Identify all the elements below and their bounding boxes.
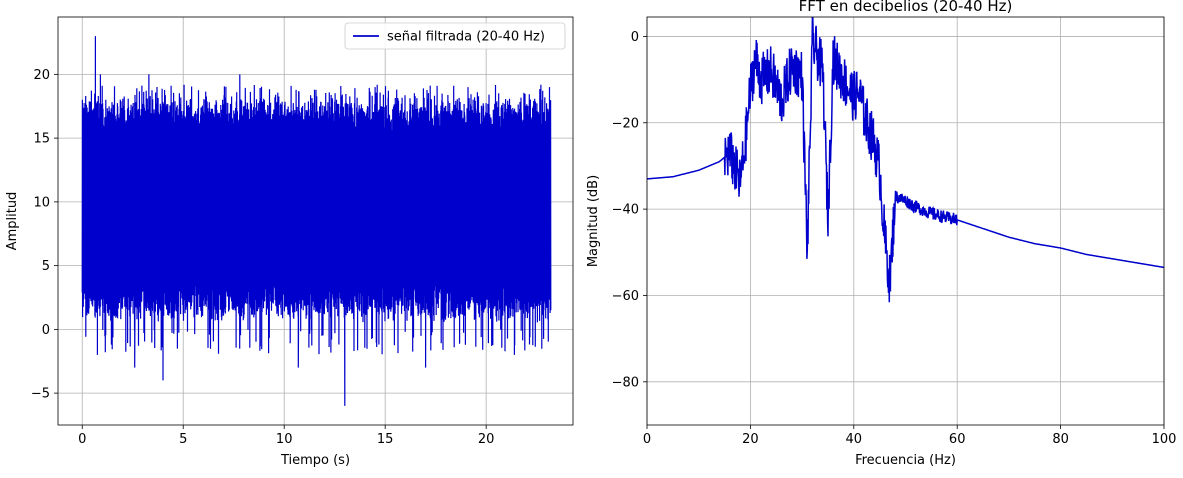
y-tick-label: 0 [631, 30, 639, 45]
y-tick-label: 10 [33, 195, 50, 210]
x-tick-label: 20 [478, 432, 495, 447]
series-line [81, 36, 552, 406]
x-tick-label: 20 [742, 432, 759, 447]
y-tick-label: 20 [33, 68, 50, 83]
time-domain-chart: 0 5 10 15 20 −5 0 5 10 15 20 Tiempo (s) Amplitud seña… [5, 16, 574, 468]
y-tick-label: 15 [33, 132, 50, 147]
x-tick-label: 5 [179, 432, 187, 447]
y-tick-label: −5 [31, 387, 50, 402]
x-tick-label: 10 [276, 432, 293, 447]
chart-title: FFT en decibelios (20-40 Hz) [799, 0, 1013, 15]
plot-frame [646, 16, 1165, 426]
fft-db-chart: 0 20 40 60 80 100 0 −20 −40 −60 −80 Frecuencia (Hz)… [586, 0, 1176, 468]
y-tick-label: −80 [612, 375, 639, 390]
y-tick-label: −60 [612, 289, 639, 304]
legend-box [344, 22, 566, 50]
legend-entry-label: señal filtrada (20-40 Hz) [387, 30, 545, 45]
x-tick-label: 60 [949, 432, 966, 447]
y-tick-label: 0 [42, 323, 50, 338]
x-axis-label: Frecuencia (Hz) [855, 453, 956, 468]
x-tick-label: 80 [1052, 432, 1069, 447]
x-tick-label: 0 [643, 432, 651, 447]
y-axis-label: Magnitud (dB) [586, 175, 601, 267]
x-tick-label: 100 [1152, 432, 1177, 447]
y-tick-label: −20 [612, 116, 639, 131]
y-axis-label: Amplitud [5, 192, 20, 251]
x-tick-label: 15 [377, 432, 394, 447]
y-tick-label: 5 [42, 259, 50, 274]
x-tick-label: 40 [846, 432, 863, 447]
plot-frame [57, 16, 574, 426]
series-line [647, 17, 1164, 303]
y-tick-label: −40 [612, 203, 639, 218]
x-axis-label: Tiempo (s) [280, 453, 350, 468]
x-tick-label: 0 [78, 432, 86, 447]
